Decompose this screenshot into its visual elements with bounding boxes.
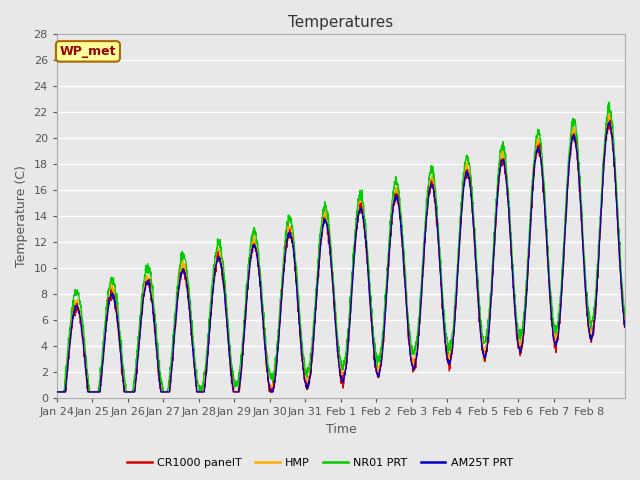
- Title: Temperatures: Temperatures: [288, 15, 394, 30]
- Legend: CR1000 panelT, HMP, NR01 PRT, AM25T PRT: CR1000 panelT, HMP, NR01 PRT, AM25T PRT: [123, 453, 517, 472]
- Text: WP_met: WP_met: [60, 45, 116, 58]
- X-axis label: Time: Time: [326, 423, 356, 436]
- Y-axis label: Temperature (C): Temperature (C): [15, 165, 28, 267]
